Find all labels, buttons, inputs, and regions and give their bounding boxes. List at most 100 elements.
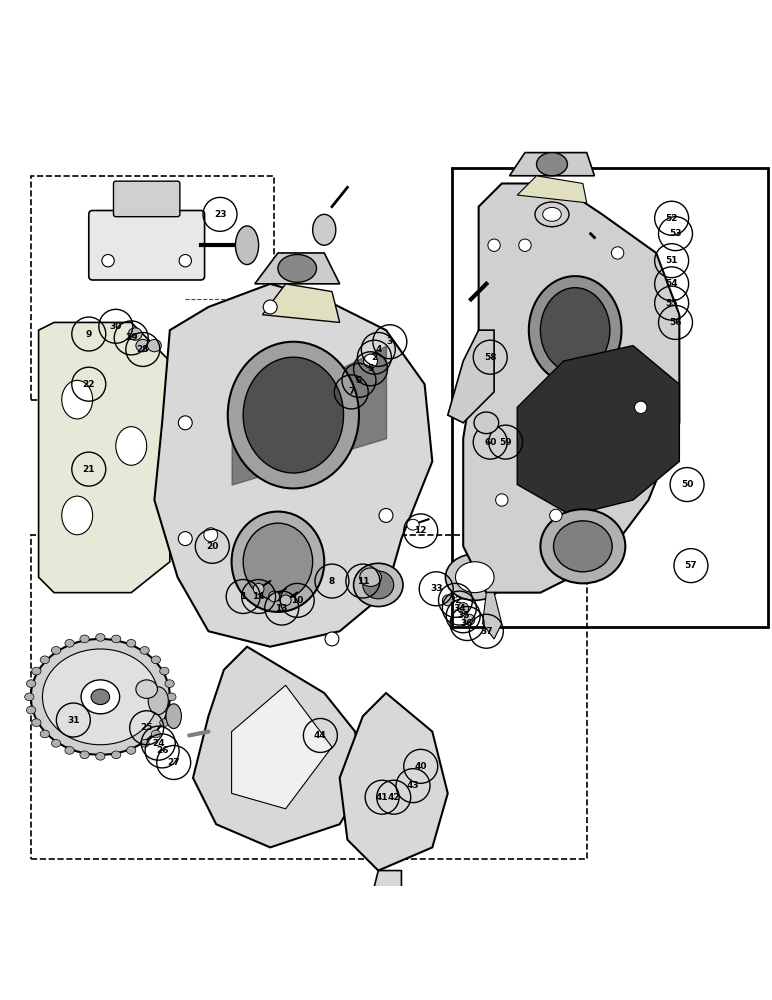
Ellipse shape — [263, 300, 277, 314]
Text: 41: 41 — [376, 793, 388, 802]
Text: 21: 21 — [83, 465, 95, 474]
Text: 44: 44 — [314, 731, 327, 740]
Text: 32: 32 — [449, 596, 462, 605]
Text: 2: 2 — [371, 353, 378, 362]
Ellipse shape — [52, 739, 61, 747]
Ellipse shape — [540, 288, 610, 373]
Text: 50: 50 — [681, 480, 693, 489]
Text: 26: 26 — [156, 746, 168, 755]
FancyBboxPatch shape — [113, 181, 180, 217]
Ellipse shape — [243, 357, 344, 473]
Text: 36: 36 — [461, 619, 473, 628]
Text: 33: 33 — [430, 584, 442, 593]
Text: 34: 34 — [453, 604, 466, 613]
Ellipse shape — [488, 239, 500, 251]
Ellipse shape — [550, 509, 562, 522]
Ellipse shape — [455, 562, 494, 593]
Ellipse shape — [364, 354, 378, 368]
Ellipse shape — [65, 747, 74, 754]
Ellipse shape — [235, 226, 259, 265]
Ellipse shape — [243, 523, 313, 600]
Ellipse shape — [496, 494, 508, 506]
Ellipse shape — [635, 401, 647, 414]
Ellipse shape — [535, 202, 569, 227]
Ellipse shape — [136, 339, 150, 352]
Ellipse shape — [148, 687, 168, 715]
Ellipse shape — [136, 680, 157, 698]
Ellipse shape — [26, 706, 36, 714]
Text: 10: 10 — [291, 596, 303, 605]
Polygon shape — [39, 322, 170, 593]
Ellipse shape — [167, 693, 176, 701]
Text: 1: 1 — [240, 592, 246, 601]
Ellipse shape — [62, 496, 93, 535]
Polygon shape — [255, 253, 340, 284]
Polygon shape — [517, 346, 679, 515]
Ellipse shape — [232, 512, 324, 612]
Ellipse shape — [31, 639, 170, 755]
Ellipse shape — [543, 207, 561, 221]
Text: 9: 9 — [86, 330, 92, 339]
Ellipse shape — [354, 563, 403, 607]
Ellipse shape — [360, 568, 381, 586]
Ellipse shape — [80, 751, 90, 759]
Ellipse shape — [40, 730, 49, 738]
Ellipse shape — [280, 595, 291, 606]
Ellipse shape — [42, 649, 158, 745]
Polygon shape — [193, 647, 363, 847]
Text: 40: 40 — [415, 762, 427, 771]
Ellipse shape — [166, 704, 181, 729]
Text: 53: 53 — [669, 229, 682, 238]
Ellipse shape — [442, 595, 453, 606]
Text: 12: 12 — [415, 526, 427, 535]
Ellipse shape — [147, 339, 161, 352]
Text: 7: 7 — [348, 387, 354, 396]
Text: 29: 29 — [125, 333, 137, 342]
Text: 56: 56 — [669, 318, 682, 327]
Ellipse shape — [96, 752, 105, 760]
Text: 25: 25 — [141, 723, 153, 732]
Ellipse shape — [445, 554, 504, 600]
Ellipse shape — [379, 508, 393, 522]
Text: 8: 8 — [329, 577, 335, 586]
Ellipse shape — [178, 416, 192, 430]
Ellipse shape — [32, 719, 41, 727]
Text: 4: 4 — [375, 345, 381, 354]
Text: 57: 57 — [685, 561, 697, 570]
Text: 27: 27 — [168, 758, 180, 767]
Ellipse shape — [540, 509, 625, 583]
Ellipse shape — [81, 680, 120, 714]
Ellipse shape — [40, 656, 49, 664]
Ellipse shape — [519, 239, 531, 251]
Text: 22: 22 — [83, 380, 95, 389]
Ellipse shape — [165, 680, 174, 687]
Ellipse shape — [407, 519, 419, 530]
Ellipse shape — [253, 583, 264, 594]
Ellipse shape — [278, 255, 317, 282]
Text: 54: 54 — [665, 279, 678, 288]
Ellipse shape — [116, 427, 147, 465]
Text: 24: 24 — [152, 739, 164, 748]
Text: 23: 23 — [214, 210, 226, 219]
Text: 51: 51 — [665, 256, 678, 265]
Ellipse shape — [25, 693, 34, 701]
Ellipse shape — [228, 342, 359, 488]
Polygon shape — [463, 183, 679, 593]
Text: 13: 13 — [276, 604, 288, 613]
Text: 11: 11 — [357, 577, 369, 586]
Text: 35: 35 — [457, 611, 469, 620]
Ellipse shape — [269, 591, 279, 602]
Ellipse shape — [128, 328, 142, 340]
Ellipse shape — [178, 532, 192, 546]
Ellipse shape — [325, 632, 339, 646]
Polygon shape — [232, 685, 332, 809]
Text: 6: 6 — [356, 376, 362, 385]
Polygon shape — [154, 284, 432, 647]
Ellipse shape — [26, 680, 36, 687]
Ellipse shape — [102, 255, 114, 267]
Ellipse shape — [151, 730, 161, 738]
Ellipse shape — [52, 647, 61, 654]
Polygon shape — [482, 593, 502, 639]
Ellipse shape — [464, 614, 475, 625]
Text: 5: 5 — [367, 364, 374, 373]
